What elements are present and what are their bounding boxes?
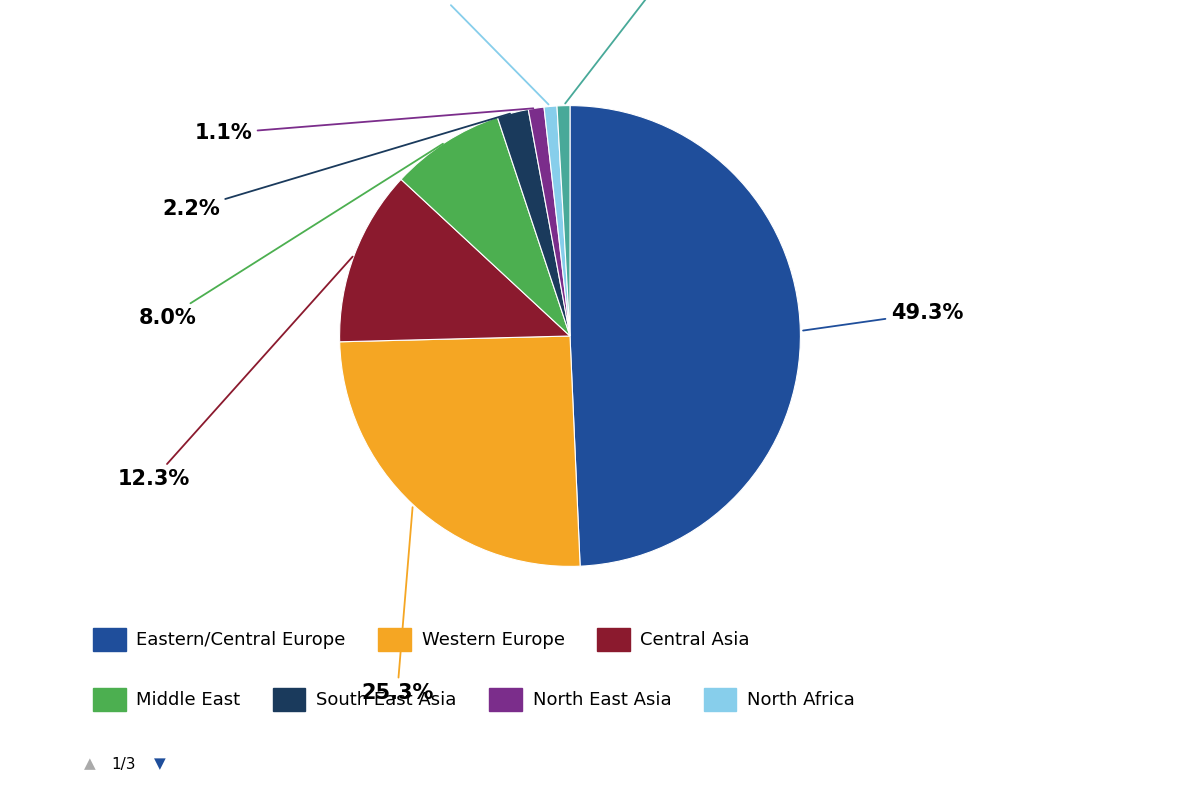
- Text: 0.9%: 0.9%: [408, 0, 548, 105]
- Text: 8.0%: 8.0%: [139, 144, 443, 327]
- Wedge shape: [340, 336, 580, 566]
- Wedge shape: [528, 107, 570, 336]
- Text: 0.9%: 0.9%: [565, 0, 696, 103]
- Wedge shape: [401, 118, 570, 336]
- Wedge shape: [544, 106, 570, 336]
- Legend: Middle East, South East Asia, North East Asia, North Africa: Middle East, South East Asia, North East…: [94, 688, 854, 711]
- Text: ▲: ▲: [84, 757, 96, 771]
- Wedge shape: [498, 110, 570, 336]
- Legend: Eastern/Central Europe, Western Europe, Central Asia: Eastern/Central Europe, Western Europe, …: [94, 628, 750, 651]
- Text: 49.3%: 49.3%: [803, 303, 964, 330]
- Wedge shape: [557, 106, 570, 336]
- Wedge shape: [570, 106, 800, 566]
- Text: 2.2%: 2.2%: [162, 114, 510, 219]
- Text: 25.3%: 25.3%: [361, 507, 433, 703]
- Text: 12.3%: 12.3%: [118, 257, 353, 489]
- Text: 1/3: 1/3: [112, 757, 136, 771]
- Wedge shape: [340, 179, 570, 342]
- Text: 1.1%: 1.1%: [194, 108, 533, 143]
- Text: ▼: ▼: [154, 757, 166, 771]
